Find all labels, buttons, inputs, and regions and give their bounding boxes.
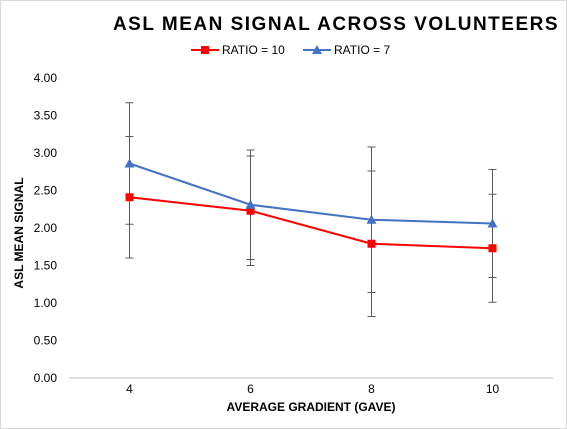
data-point [245,199,256,209]
data-point [246,206,255,215]
x-tick-label: 4 [126,382,133,396]
legend-marker [312,45,322,54]
y-tick-label: 2.50 [34,184,58,198]
legend: RATIO = 10 RATIO = 7 [191,43,390,57]
data-point [488,244,497,253]
y-axis-label: ASL MEAN SIGNAL [12,177,26,288]
y-tick-label: 0.50 [34,334,58,348]
x-tick-label: 10 [486,382,500,396]
legend-label: RATIO = 10 [222,43,285,57]
x-axis-ticks: 4 6 8 10 [126,382,499,396]
legend-label: RATIO = 7 [334,43,390,57]
y-tick-label: 3.00 [34,146,58,160]
x-axis-label: AVERAGE GRADIENT (GAVE) [227,400,396,414]
x-tick-label: 6 [247,382,254,396]
y-tick-label: 0.00 [34,371,58,385]
data-point [367,239,376,248]
data-point [124,158,135,168]
x-tick-label: 8 [368,382,375,396]
series-group [124,158,498,253]
y-tick-label: 1.00 [34,296,58,310]
y-tick-label: 3.50 [34,109,58,123]
data-point [125,193,134,202]
y-axis-ticks: 0.00 0.50 1.00 1.50 2.00 2.50 3.00 3.50 4.00 [34,71,58,385]
series-line [129,162,493,225]
y-tick-label: 1.50 [34,259,58,273]
series-line [129,196,493,250]
legend-marker [201,46,209,54]
error-bars [125,102,497,317]
chart-title: ASL MEAN SIGNAL ACROSS VOLUNTEERS [113,14,559,35]
y-tick-label: 2.00 [34,221,58,235]
y-tick-label: 4.00 [34,71,58,85]
data-point [366,214,377,224]
data-point [487,218,498,228]
